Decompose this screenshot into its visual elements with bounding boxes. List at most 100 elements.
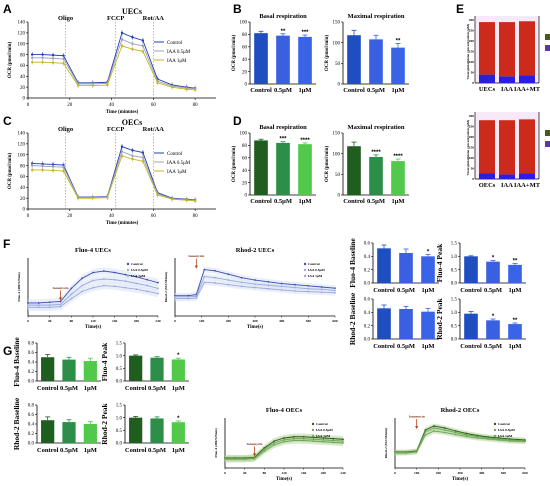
F2-data-point (254, 283, 256, 285)
E2-bar-segment (519, 173, 535, 179)
chart-e1: Total glutathione concentration (μM)0 50 1… (466, 16, 550, 93)
C-data-point (41, 164, 44, 168)
F1-data-point (27, 302, 29, 304)
F1-injection-label: Ionomycin (53, 286, 69, 290)
C-data-point (170, 198, 174, 201)
D1-category-label: Control (250, 198, 272, 205)
A-ytick-label: 120 (18, 32, 26, 37)
E1-bar-segment (499, 22, 515, 77)
F6-ytick-label: 1.0 (451, 311, 458, 316)
C-series-line-1 (32, 150, 196, 201)
E1-ytick-label: 200 (469, 39, 475, 43)
F1-data-point (70, 287, 73, 290)
C-marker-label: Rot/AA (143, 126, 165, 133)
chart-e2: Total glutathione concentration (μM)0 50 1… (466, 112, 550, 189)
A-data-point (156, 81, 159, 85)
F2-data-point (320, 286, 323, 288)
F4-category-label: 0.5μM (484, 287, 502, 294)
F4-bar (508, 264, 522, 283)
E2-bar-segment (499, 120, 515, 175)
F1-data-point (124, 273, 127, 276)
D1-ytick-label: 80 (242, 144, 248, 149)
E2-ytick-label: 250 (469, 125, 475, 129)
G5-xtick-label: 120 (281, 471, 287, 475)
C-data-point (193, 199, 197, 203)
F5-ylabel: Rhod-2 Baseline (348, 292, 357, 345)
C-data-point (156, 193, 159, 197)
G1-ytick-label: 0.0 (28, 380, 35, 385)
C-xtick-label: 80 (193, 214, 199, 219)
F2-data-point (240, 276, 243, 279)
F4-category-label: Control (460, 287, 482, 294)
B1-ytick-label: 20 (242, 70, 248, 75)
F1-data-point (48, 301, 51, 304)
G6-data-point (394, 452, 396, 454)
D1-significance: *** (279, 137, 287, 143)
G3-ytick-label: 0.2 (28, 432, 35, 437)
D1-ytick-label: 40 (242, 169, 248, 174)
C-legend-label: IAA 0.5μM (167, 161, 191, 166)
G5-data-point (273, 442, 276, 444)
E1-bar-segment (519, 21, 535, 76)
E1-ytick-label: 300 (469, 18, 475, 22)
F1-data-point (37, 302, 40, 304)
B1-bar (254, 33, 268, 84)
F2-data-point (294, 283, 296, 286)
G5-data-point (302, 437, 305, 440)
G3-bar (62, 422, 76, 443)
F2-injection-arrowhead (194, 265, 198, 269)
G6-data-point (433, 430, 435, 432)
panel-label-e: E (456, 2, 464, 16)
D1-title: Basal respiration (259, 124, 307, 131)
A-xtick-label: 0 (27, 103, 30, 108)
C-ylabel: OCR (pmol/min) (8, 153, 13, 190)
D1-ylabel: OCR (pmol/min) (232, 146, 237, 183)
F2-data-point (227, 279, 230, 281)
F4-bar (486, 261, 500, 283)
A-xtick-label: 80 (193, 103, 199, 108)
B1-bar (276, 35, 290, 84)
F1-xtick-label: 240 (155, 319, 161, 323)
F2-series-line-2 (175, 281, 336, 300)
A-data-point (30, 56, 34, 60)
B1-significance: *** (301, 30, 309, 36)
B2-title: Maximal respiration (347, 13, 404, 20)
C-data-point (30, 168, 34, 172)
E2-legend-swatch (545, 141, 550, 147)
C-xtick-label: 0 (27, 214, 30, 219)
F1-data-point (157, 292, 159, 295)
G6-data-point (454, 433, 457, 436)
G2-significance: * (177, 353, 180, 359)
G2-category-label: 0.5μM (148, 385, 166, 392)
A-data-point (41, 53, 44, 56)
G5-data-point (283, 440, 285, 443)
A-data-point (131, 42, 134, 45)
G3-bar (41, 420, 55, 443)
F1-legend-marker (126, 262, 130, 266)
A-series-line-0 (32, 32, 196, 89)
F3-significance: * (427, 249, 430, 255)
F1-series-band-0 (28, 267, 158, 307)
G5-data-point (322, 437, 325, 439)
F2-data-point (187, 297, 190, 300)
F5-ytick-label: 0.0 (364, 338, 371, 343)
E2-bar-segment (479, 173, 495, 179)
C-data-point (62, 169, 65, 173)
F1-data-point (27, 304, 29, 307)
A-data-point (193, 88, 197, 92)
A-data-point (51, 53, 55, 57)
charts: UECs 0 20 40 60 80 100 120 140 OCR (pmol/min) 0 20 4… (8, 7, 550, 482)
C-xtick-label: 20 (67, 214, 73, 219)
C-ytick-label: 80 (20, 164, 26, 169)
F2-title: Rhod-2 UECs (236, 247, 275, 254)
G6-xtick-label: 600 (522, 471, 528, 475)
B2-category-label: Control (343, 87, 365, 94)
F2-data-point (187, 295, 190, 298)
D1-category-label: 1μM (298, 198, 311, 205)
F1-data-point (70, 293, 73, 296)
G6-data-point (524, 440, 526, 443)
F3-ylabel: Fluo-4 Baseline (348, 238, 357, 288)
F6-significance: ** (513, 318, 518, 324)
G5-data-point (292, 437, 295, 440)
G5-legend-label: IAA 1μM (316, 434, 331, 438)
